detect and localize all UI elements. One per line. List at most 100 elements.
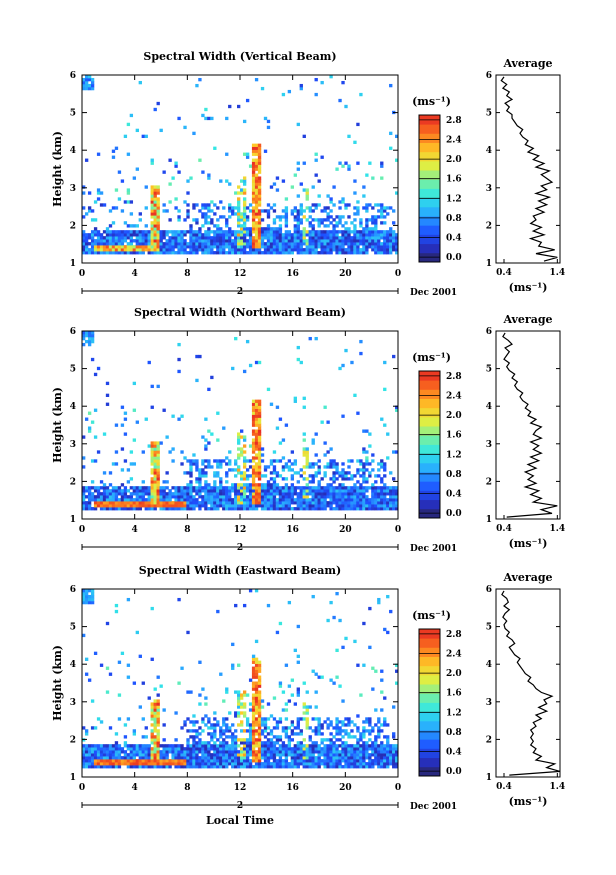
heatmap-cell	[317, 236, 321, 240]
heatmap-cell	[302, 134, 306, 139]
heatmap-cell	[162, 495, 166, 499]
heatmap-cell	[141, 747, 145, 751]
heatmap-cell	[225, 723, 229, 727]
heatmap-cell	[314, 726, 318, 730]
heatmap-cell	[111, 206, 116, 210]
heatmap-cell	[132, 486, 137, 490]
heatmap-cell	[99, 753, 104, 757]
heatmap-cell	[362, 251, 366, 255]
heatmap-cell	[177, 762, 181, 766]
heatmap-cell	[254, 705, 259, 709]
heatmap-cell	[257, 185, 262, 189]
heatmap-cell	[389, 83, 393, 88]
heatmap-cell	[189, 762, 193, 766]
heatmap-cell	[150, 717, 154, 721]
heatmap-cell	[392, 750, 396, 754]
heatmap-cell	[126, 224, 131, 228]
heatmap-cell	[290, 486, 295, 490]
heatmap-cell	[269, 459, 274, 463]
heatmap-cell	[302, 711, 306, 715]
heatmap-cell	[240, 492, 244, 496]
heatmap-cell	[338, 750, 342, 754]
heatmap-cell	[392, 221, 396, 225]
heatmap-cell	[305, 708, 309, 712]
heatmap-cell	[231, 735, 235, 739]
heatmap-cell	[120, 242, 125, 246]
heatmap-cell	[365, 429, 369, 433]
heatmap-cell	[174, 738, 178, 742]
heatmap-cell	[207, 762, 211, 766]
heatmap-cell	[201, 113, 205, 118]
heatmap-cell	[368, 203, 372, 207]
heatmap-cell	[82, 726, 86, 730]
heatmap-cell	[111, 753, 116, 757]
heatmap-cell	[153, 723, 157, 727]
heatmap-cell	[153, 498, 157, 502]
heatmap-cell	[377, 762, 381, 766]
heatmap-cell	[189, 690, 193, 694]
heatmap-cell	[248, 363, 253, 368]
heatmap-cell	[242, 690, 247, 694]
heatmap-cell	[326, 495, 330, 499]
heatmap-cell	[380, 747, 384, 751]
heatmap-cell	[248, 245, 253, 249]
colorbar-tick-label: 0.0	[446, 767, 462, 777]
heatmap-cell	[341, 245, 345, 249]
heatmap-cell	[225, 489, 229, 493]
heatmap-cell	[195, 486, 199, 490]
heatmap-cell	[392, 744, 396, 748]
heatmap-cell	[204, 489, 208, 493]
heatmap-cell	[329, 492, 333, 496]
heatmap-cell	[284, 495, 289, 499]
heatmap-cell	[234, 507, 238, 511]
heatmap-cell	[156, 188, 160, 192]
heatmap-cell	[141, 239, 145, 243]
heatmap-cell	[171, 236, 175, 240]
heatmap-cell	[254, 179, 259, 183]
heatmap-cell	[201, 720, 205, 724]
heatmap-cell	[141, 504, 145, 508]
heatmap-cell	[150, 753, 154, 757]
heatmap-cell	[326, 753, 330, 757]
heatmap-cell	[371, 507, 375, 511]
heatmap-cell	[365, 224, 369, 228]
heatmap-cell	[222, 756, 226, 760]
heatmap-cell	[371, 765, 375, 769]
heatmap-cell	[150, 507, 154, 511]
heatmap-cell	[240, 224, 244, 228]
heatmap-cell	[380, 164, 384, 168]
heatmap-cell	[228, 504, 232, 508]
heatmap-cell	[254, 666, 259, 670]
heatmap-cell	[335, 465, 339, 469]
heatmap-cell	[87, 333, 92, 338]
heatmap-cell	[183, 239, 187, 243]
heatmap-cell	[290, 729, 295, 733]
heatmap-cell	[165, 753, 169, 757]
heatmap-cell	[198, 468, 202, 472]
heatmap-cell	[245, 498, 250, 502]
heatmap-cell	[126, 251, 131, 255]
heatmap-cell	[219, 726, 223, 730]
heatmap-cell	[293, 233, 297, 237]
heatmap-cell	[135, 492, 139, 496]
heatmap-cell	[308, 765, 312, 769]
heatmap-cell	[269, 507, 274, 511]
heatmap-cell	[263, 495, 268, 499]
heatmap-cell	[237, 663, 241, 667]
heatmap-cell	[87, 747, 92, 751]
heatmap-cell	[213, 245, 217, 249]
heatmap-cell	[266, 251, 271, 255]
heatmap-cell	[278, 498, 283, 502]
heatmap-cell	[332, 203, 336, 207]
heatmap-cell	[129, 486, 134, 490]
heatmap-cell	[186, 212, 190, 216]
heatmap-cell	[383, 242, 387, 246]
heatmap-cell	[356, 248, 360, 252]
heatmap-cell	[207, 501, 211, 505]
heatmap-cell	[144, 507, 148, 511]
heatmap-cell	[290, 720, 295, 724]
heatmap-cell	[344, 477, 348, 481]
heatmap-cell	[198, 483, 202, 487]
heatmap-cell	[82, 342, 86, 347]
heatmap-cell	[126, 501, 131, 505]
